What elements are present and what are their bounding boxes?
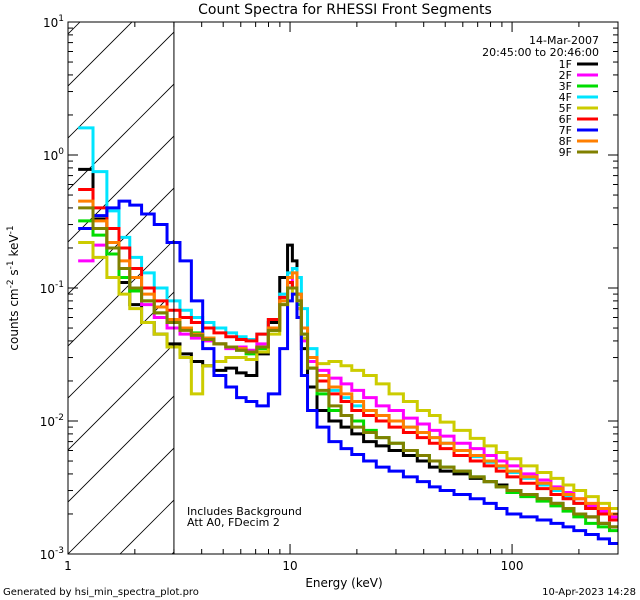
legend-label-2F: 2F: [559, 69, 572, 82]
hatch-line: [328, 22, 640, 554]
hatched-region: [68, 22, 640, 554]
series-line-2F: [78, 243, 618, 519]
series-line-6F: [78, 188, 618, 522]
legend-label-4F: 4F: [559, 91, 572, 104]
legend-label-7F: 7F: [559, 124, 572, 137]
legend-label-5F: 5F: [559, 102, 572, 115]
time-range-label: 20:45:00 to 20:46:00: [482, 46, 599, 59]
hatch-line: [68, 31, 174, 139]
y-tick-label: 10-3: [40, 546, 64, 562]
legend-label-1F: 1F: [559, 58, 572, 71]
series-line-8F: [78, 199, 618, 516]
y-tick-label: 100: [43, 147, 64, 163]
hatch-line: [68, 22, 133, 87]
series-line-7F: [78, 199, 618, 545]
axes: 1 10 100 10-3 10-2 10-1 100 101: [40, 14, 618, 573]
hatch-line: [68, 239, 174, 347]
hatch-line: [68, 291, 174, 399]
hatch-line: [380, 22, 640, 554]
y-tick-label: 10-1: [40, 280, 64, 296]
x-tick-label: 1: [64, 559, 72, 573]
legend-label-6F: 6F: [559, 113, 572, 126]
series-line-9F: [78, 206, 618, 529]
x-tick-label: 100: [501, 559, 524, 573]
series-line-5F: [78, 240, 618, 510]
legend-label-3F: 3F: [559, 80, 572, 93]
series-lines: [78, 126, 618, 545]
x-axis-label: Energy (keV): [305, 576, 382, 590]
annotation-background: Includes Background: [187, 505, 302, 518]
y-tick-label: 10-2: [40, 413, 64, 429]
legend-label-8F: 8F: [559, 135, 572, 148]
y-tick-label: 101: [43, 14, 64, 30]
date-label: 14-Mar-2007: [529, 34, 599, 47]
y-axis-label: counts cm-2 s-1 keV-1: [6, 225, 21, 350]
footer-timestamp: 10-Apr-2023 14:28: [542, 587, 636, 598]
annotation-attenuator: Att A0, FDecim 2: [187, 516, 280, 529]
hatch-line: [68, 83, 174, 191]
footer-generator: Generated by hsi_min_spectra_plot.pro: [3, 587, 199, 598]
series-line-4F: [78, 126, 618, 522]
x-tick-label: 10: [282, 559, 297, 573]
hatch-line: [68, 395, 174, 503]
legend-label-9F: 9F: [559, 146, 572, 159]
chart-title: Count Spectra for RHESSI Front Segments: [198, 2, 492, 18]
hatch-line: [68, 447, 174, 554]
